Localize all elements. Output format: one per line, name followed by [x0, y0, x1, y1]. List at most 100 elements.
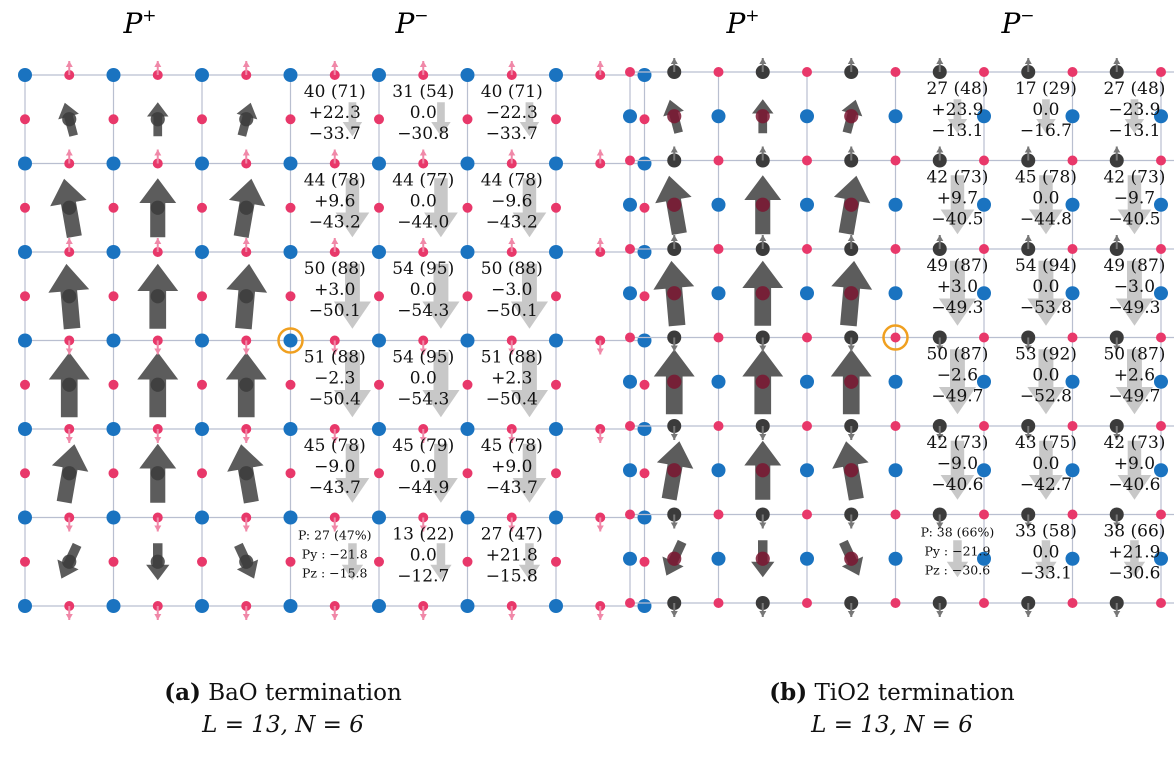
cell-stat-text: +9.0 — [491, 457, 532, 477]
o-site — [639, 291, 650, 302]
cell-stat-text: −53.8 — [1020, 298, 1072, 318]
site-displacement-arrow-head — [419, 614, 427, 620]
faint-polarization-arrow — [510, 352, 548, 418]
center-atom — [239, 112, 254, 127]
o-site — [108, 379, 119, 390]
ba-site — [460, 156, 475, 171]
center-atom — [844, 197, 859, 212]
ti-site — [1156, 509, 1166, 520]
ba-site — [460, 422, 475, 436]
site-displacement-arrow-head — [331, 437, 339, 443]
o-site — [623, 197, 637, 212]
center-atom — [62, 112, 77, 127]
site-displacement-arrow-head — [508, 61, 516, 67]
center-atom — [755, 463, 770, 478]
ti-site — [625, 421, 635, 431]
ba-site — [637, 422, 652, 436]
o-site — [20, 379, 30, 390]
faint-polarization-arrow — [512, 178, 547, 238]
ti-site — [625, 509, 635, 520]
site-displacement-arrow-head — [936, 522, 944, 529]
site-displacement-arrow-head — [759, 522, 767, 529]
cell-stat-text: −2.3 — [314, 369, 355, 389]
cell-stat-text: 45 (79) — [392, 436, 454, 456]
o-site — [711, 286, 726, 301]
ba-site — [283, 245, 298, 259]
site-displacement-arrow-head — [508, 149, 516, 156]
center-atom — [844, 109, 859, 124]
site-displacement-arrow-head — [596, 149, 604, 156]
o-site — [1154, 109, 1168, 124]
o-site — [1065, 197, 1080, 212]
ba-site — [106, 245, 121, 259]
ti-site — [802, 509, 812, 520]
o-site — [888, 374, 903, 389]
faint-polarization-arrow — [424, 443, 458, 503]
center-atom — [667, 374, 682, 389]
faint-polarization-arrow — [1115, 349, 1153, 415]
ba-site — [283, 68, 298, 82]
cell-stat-text: −42.7 — [1020, 475, 1072, 495]
site-displacement-arrow-head — [847, 58, 855, 64]
cell-stat-text: 54 (95) — [392, 348, 454, 368]
faint-polarization-arrow — [1117, 440, 1152, 500]
center-atom — [755, 197, 770, 212]
site-displacement-arrow-head — [242, 437, 250, 443]
site-displacement-arrow-head — [1024, 611, 1032, 617]
site-displacement-arrow-head — [936, 345, 944, 352]
site-displacement-arrow-head — [65, 238, 73, 244]
cell-stat-text: 40 (71) — [481, 82, 543, 102]
o-site — [197, 379, 207, 390]
ti-site — [1156, 244, 1166, 254]
cell-stat-text: +21.8 — [486, 546, 538, 566]
site-displacement-arrow-head — [419, 348, 427, 355]
cell-stat-text: 0.0 — [410, 457, 437, 477]
ba-site — [460, 599, 475, 613]
ba-site — [283, 333, 298, 348]
ti-site — [1156, 155, 1166, 166]
o-site — [285, 202, 296, 213]
o-site — [462, 114, 473, 125]
ba-site — [460, 245, 475, 259]
cell-stat-text: −49.3 — [1108, 298, 1160, 318]
o-site — [800, 463, 814, 478]
o-site — [800, 374, 814, 389]
o-site — [374, 202, 384, 213]
ti-site — [979, 67, 989, 77]
site-displacement-arrow-head — [1113, 522, 1121, 529]
o-site — [1065, 551, 1080, 566]
site-displacement-arrow-head — [242, 149, 250, 156]
o-site — [462, 202, 473, 213]
cell-stat-text: 0.0 — [410, 369, 437, 389]
site-displacement-arrow-head — [936, 58, 944, 64]
cell-stat-text: 0.0 — [410, 280, 437, 300]
o-site — [1065, 463, 1080, 478]
cell-stat-text: 0.0 — [1032, 454, 1059, 474]
site-displacement-arrow-head — [1024, 146, 1032, 153]
site-displacement-arrow-head — [65, 61, 73, 67]
site-displacement-arrow-head — [1024, 345, 1032, 352]
site-displacement-arrow-head — [1113, 235, 1121, 241]
ba-site — [372, 68, 386, 82]
o-site — [623, 286, 637, 301]
site-displacement-arrow-head — [670, 611, 678, 617]
panel-b-label-p-plus: P+ — [725, 6, 759, 40]
site-displacement-arrow-head — [331, 525, 339, 532]
site-displacement-arrow-head — [419, 437, 427, 443]
site-displacement-arrow-head — [419, 149, 427, 156]
o-site — [800, 109, 814, 124]
faint-polarization-arrow — [422, 352, 460, 418]
center-atom — [62, 466, 77, 481]
o-site — [1154, 286, 1168, 301]
o-site — [108, 468, 119, 479]
site-displacement-arrow-head — [242, 348, 250, 355]
panel-b-caption-tag: (b) — [769, 679, 808, 706]
site-displacement-arrow-head — [1024, 522, 1032, 529]
ti-site — [713, 244, 724, 254]
o-site — [977, 286, 991, 301]
site-displacement-arrow-head — [154, 149, 162, 156]
ba-site — [195, 422, 209, 436]
site-displacement-arrow-head — [596, 614, 604, 620]
ba-site — [106, 68, 121, 82]
ti-site — [890, 421, 901, 431]
